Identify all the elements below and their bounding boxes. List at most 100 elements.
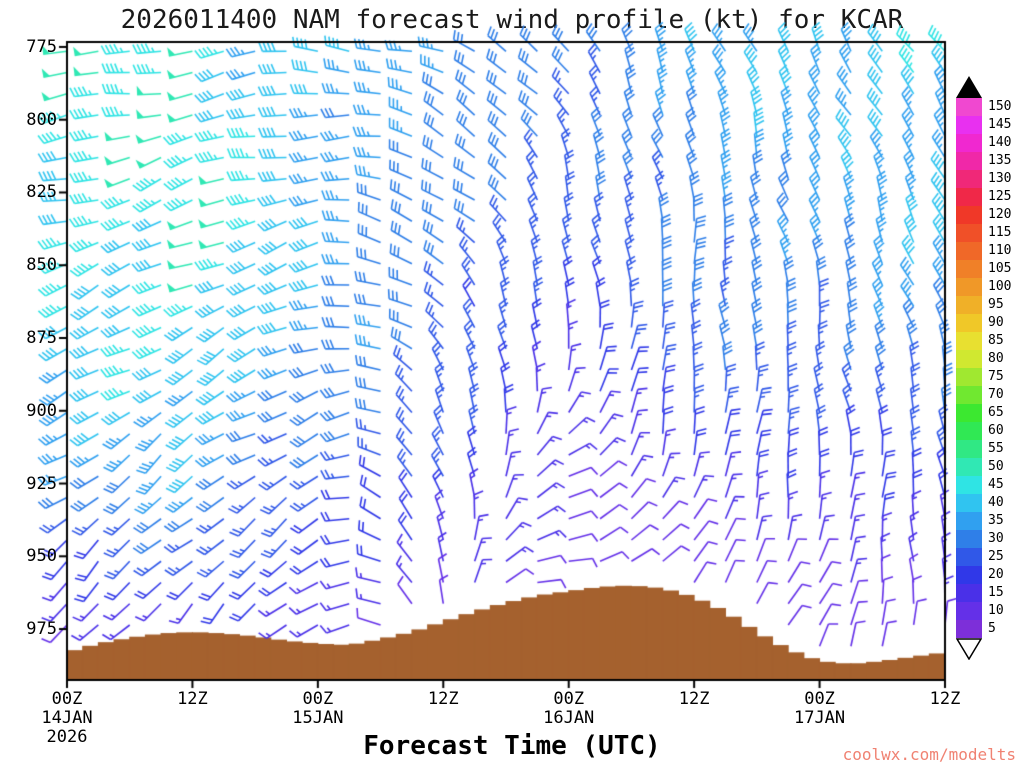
colorbar-swatch (956, 494, 982, 512)
colorbar-row: 145 (956, 116, 1024, 134)
colorbar-tick-label: 25 (988, 549, 1004, 564)
colorbar-swatch (956, 566, 982, 584)
colorbar-swatch (956, 278, 982, 296)
colorbar-tick-label: 80 (988, 351, 1004, 366)
colorbar-tick-label: 125 (988, 189, 1012, 204)
colorbar-row: 60 (956, 422, 1024, 440)
colorbar-tick-label: 140 (988, 135, 1012, 150)
y-tick-label: 875 (26, 328, 57, 348)
colorbar-swatch (956, 422, 982, 440)
colorbar-tick-label: 150 (988, 99, 1012, 114)
colorbar-row: 105 (956, 260, 1024, 278)
y-tick-label: 900 (26, 400, 57, 421)
colorbar-tick-label: 15 (988, 585, 1004, 600)
colorbar-row: 80 (956, 350, 1024, 368)
colorbar-row: 35 (956, 512, 1024, 530)
colorbar-swatch (956, 332, 982, 350)
colorbar-swatch (956, 170, 982, 188)
colorbar-tick-label: 10 (988, 603, 1004, 618)
colorbar-swatch (956, 224, 982, 242)
colorbar-swatch (956, 530, 982, 548)
colorbar-legend: 150 145 140 135 130 125 120 115 110 105 100 95 90 85 8… (956, 76, 1024, 660)
colorbar-swatch (956, 620, 982, 638)
colorbar-tick-label: 70 (988, 387, 1004, 402)
colorbar-row: 140 (956, 134, 1024, 152)
colorbar-under-arrow (956, 638, 982, 660)
colorbar-tick-label: 60 (988, 423, 1004, 438)
colorbar-row: 130 (956, 170, 1024, 188)
colorbar-tick-label: 105 (988, 261, 1012, 276)
x-tick-label-line: 12Z (929, 689, 961, 709)
watermark: coolwx.com/modelts (842, 745, 1016, 764)
y-tick-label: 825 (26, 182, 57, 203)
colorbar-row: 50 (956, 458, 1024, 476)
colorbar-swatch (956, 512, 982, 530)
colorbar-row: 110 (956, 242, 1024, 260)
colorbar-swatch (956, 98, 982, 116)
colorbar-tick-label: 100 (988, 279, 1012, 294)
colorbar-tick-label: 45 (988, 477, 1004, 492)
colorbar-tick-label: 55 (988, 441, 1004, 456)
colorbar-row: 40 (956, 494, 1024, 512)
colorbar-row: 95 (956, 296, 1024, 314)
colorbar-row: 125 (956, 188, 1024, 206)
colorbar-swatch (956, 404, 982, 422)
colorbar-tick-label: 5 (988, 621, 996, 636)
colorbar-swatch (956, 296, 982, 314)
colorbar-row: 20 (956, 566, 1024, 584)
colorbar-row: 120 (956, 206, 1024, 224)
colorbar-row: 90 (956, 314, 1024, 332)
colorbar-swatch (956, 458, 982, 476)
colorbar-row: 15 (956, 584, 1024, 602)
colorbar-swatch (956, 368, 982, 386)
y-tick-label: 850 (26, 255, 57, 276)
x-tick-label-line: 2026 (46, 727, 88, 747)
x-tick-label: 00Z 14JAN 2026 (22, 690, 112, 747)
colorbar-row: 65 (956, 404, 1024, 422)
x-tick-label: 00Z 17JAN (775, 690, 865, 728)
colorbar-tick-label: 135 (988, 153, 1012, 168)
x-tick-label: 12Z (649, 690, 739, 709)
colorbar-swatch (956, 260, 982, 278)
colorbar-swatch (956, 602, 982, 620)
colorbar-tick-label: 145 (988, 117, 1012, 132)
y-tick-label: 925 (26, 473, 57, 494)
colorbar-row: 45 (956, 476, 1024, 494)
colorbar-swatch (956, 386, 982, 404)
colorbar-swatch (956, 350, 982, 368)
colorbar-tick-label: 40 (988, 495, 1004, 510)
x-tick-label: 12Z (900, 690, 990, 709)
colorbar-swatch (956, 242, 982, 260)
colorbar-swatch (956, 476, 982, 494)
colorbar-row: 115 (956, 224, 1024, 242)
x-tick-label: 12Z (147, 690, 237, 709)
colorbar-tick-label: 75 (988, 369, 1004, 384)
x-tick-label-line: 14JAN (41, 708, 93, 728)
colorbar-swatch (956, 314, 982, 332)
colorbar-row: 75 (956, 368, 1024, 386)
colorbar-swatch (956, 548, 982, 566)
x-tick-label: 12Z (398, 690, 488, 709)
colorbar-swatch (956, 134, 982, 152)
colorbar-row: 70 (956, 386, 1024, 404)
colorbar-row: 25 (956, 548, 1024, 566)
colorbar-tick-label: 120 (988, 207, 1012, 222)
x-tick-label-line: 17JAN (793, 708, 846, 728)
colorbar-tick-label: 65 (988, 405, 1004, 420)
x-tick-label-line: 15JAN (292, 708, 344, 728)
colorbar-tick-label: 90 (988, 315, 1004, 330)
colorbar-row: 10 (956, 602, 1024, 620)
colorbar-tick-label: 130 (988, 171, 1012, 186)
x-tick-label-line: 12Z (177, 689, 208, 709)
x-tick-label-line: 00Z (553, 689, 585, 709)
colorbar-swatch (956, 152, 982, 170)
colorbar-tick-label: 20 (988, 567, 1004, 582)
x-tick-label-line: 12Z (427, 689, 459, 709)
colorbar-swatch (956, 440, 982, 458)
x-tick-label-line: 12Z (678, 689, 710, 709)
colorbar-row: 135 (956, 152, 1024, 170)
y-tick-label: 975 (26, 619, 57, 640)
colorbar-row: 150 (956, 98, 1024, 116)
colorbar-tick-label: 110 (988, 243, 1012, 258)
